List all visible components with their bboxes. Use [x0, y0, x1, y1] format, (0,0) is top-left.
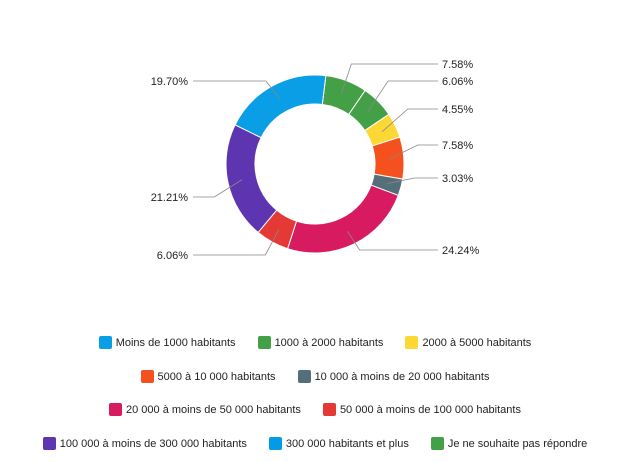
slice-20-000-a-moins-de-50-000-habitants[interactable]: [286, 184, 399, 254]
legend-label: 10 000 à moins de 20 000 habitants: [314, 370, 490, 383]
slice-100-000-a-moins-de-300-000-habitants[interactable]: [225, 124, 278, 234]
legend-item-je-ne-souhaite-pas-repondre[interactable]: Je ne souhaite pas répondre: [430, 437, 588, 450]
legend-label: Moins de 1000 habitants: [115, 336, 236, 349]
legend-swatch: [268, 437, 282, 450]
donut-chart: 7.58% 6.06% 4.55% 7.58% 3.03% 24.24% 6.06% 21.2…: [151, 59, 480, 262]
legend-label: 100 000 à moins de 300 000 habitants: [59, 437, 247, 450]
leader-line-2000-a-5000-habitants: [381, 108, 438, 132]
leader-line-je-ne-souhaite-pas-repondre: [340, 63, 438, 95]
legend-label: 5000 à 10 000 habitants: [157, 370, 276, 383]
value-label-5000-a-10-000-habitants: 7.58%: [442, 140, 473, 152]
value-label-2000-a-5000-habitants: 4.55%: [442, 104, 473, 116]
leader-line-moins-de-1000-habitants: [193, 80, 280, 99]
leader-line-1000-a-2000-habitants: [367, 80, 438, 112]
value-label-moins-de-1000-habitants: 19.70%: [151, 76, 189, 88]
leader-line-100-000-a-moins-de-300-000-habitants: [193, 179, 243, 198]
legend-item-20-000-a-moins-de-50-000-habitants[interactable]: 20 000 à moins de 50 000 habitants: [109, 403, 301, 416]
legend-swatch: [405, 336, 419, 349]
slice-moins-de-1000-habitants[interactable]: [234, 74, 327, 139]
legend-swatch: [430, 437, 444, 450]
value-labels: 7.58% 6.06% 4.55% 7.58% 3.03% 24.24% 6.06% 21.2…: [151, 59, 480, 262]
value-label-20-000-a-moins-de-50-000-habitants: 24.24%: [442, 245, 480, 257]
legend-row: Moins de 1000 habitants 1000 à 2000 habit…: [0, 336, 630, 349]
donut-slices: [225, 74, 405, 254]
legend-label: 2000 à 5000 habitants: [422, 336, 532, 349]
legend-item-100-000-a-moins-de-300-000-habitants[interactable]: 100 000 à moins de 300 000 habitants: [42, 437, 247, 450]
legend-item-10-000-a-moins-de-20-000-habitants[interactable]: 10 000 à moins de 20 000 habitants: [297, 370, 490, 383]
legend-swatch: [109, 403, 123, 416]
leader-line-50-000-a-moins-de-100-000-habitants: [193, 229, 280, 256]
leader-line-5000-a-10-000-habitants: [389, 144, 438, 160]
legend-item-moins-de-1000-habitants[interactable]: Moins de 1000 habitants: [98, 336, 236, 349]
legend-swatch: [257, 336, 271, 349]
legend-label: 300 000 habitants et plus: [285, 437, 409, 450]
legend-item-5000-a-10-000-habitants[interactable]: 5000 à 10 000 habitants: [140, 370, 276, 383]
legend-label: 1000 à 2000 habitants: [274, 336, 384, 349]
legend-row: 5000 à 10 000 habitants 10 000 à moins de…: [0, 370, 630, 383]
value-label-je-ne-souhaite-pas-repondre: 7.58%: [442, 59, 473, 71]
legend-item-2000-a-5000-habitants[interactable]: 2000 à 5000 habitants: [405, 336, 531, 349]
legend-label: 50 000 à moins de 100 000 habitants: [339, 403, 521, 416]
leader-line-10-000-a-moins-de-20-000-habitants: [386, 177, 438, 184]
legend-label: Je ne souhaite pas répondre: [447, 437, 588, 450]
legend-label: 20 000 à moins de 50 000 habitants: [126, 403, 301, 416]
legend-swatch: [322, 403, 336, 416]
legend-swatch: [42, 437, 56, 450]
legend-swatch: [297, 370, 311, 383]
legend-row: 100 000 à moins de 300 000 habitants 300 …: [0, 437, 630, 450]
value-label-1000-a-2000-habitants: 6.06%: [442, 76, 473, 88]
legend-row: 20 000 à moins de 50 000 habitants 50 000…: [0, 403, 630, 416]
value-label-10-000-a-moins-de-20-000-habitants: 3.03%: [442, 173, 473, 185]
leader-lines: [193, 63, 438, 256]
leader-line-20-000-a-moins-de-50-000-habitants: [346, 230, 438, 251]
legend-swatch: [140, 370, 154, 383]
legend-item-1000-a-2000-habitants[interactable]: 1000 à 2000 habitants: [257, 336, 384, 349]
legend-swatch: [98, 336, 112, 349]
legend-item-300-000-habitants-et-plus[interactable]: 300 000 habitants et plus: [268, 437, 409, 450]
value-label-50-000-a-moins-de-100-000-habitants: 6.06%: [157, 250, 188, 262]
legend-item-50-000-a-moins-de-100-000-habitants[interactable]: 50 000 à moins de 100 000 habitants: [322, 403, 521, 416]
value-label-100-000-a-moins-de-300-000-habitants: 21.21%: [151, 192, 189, 204]
